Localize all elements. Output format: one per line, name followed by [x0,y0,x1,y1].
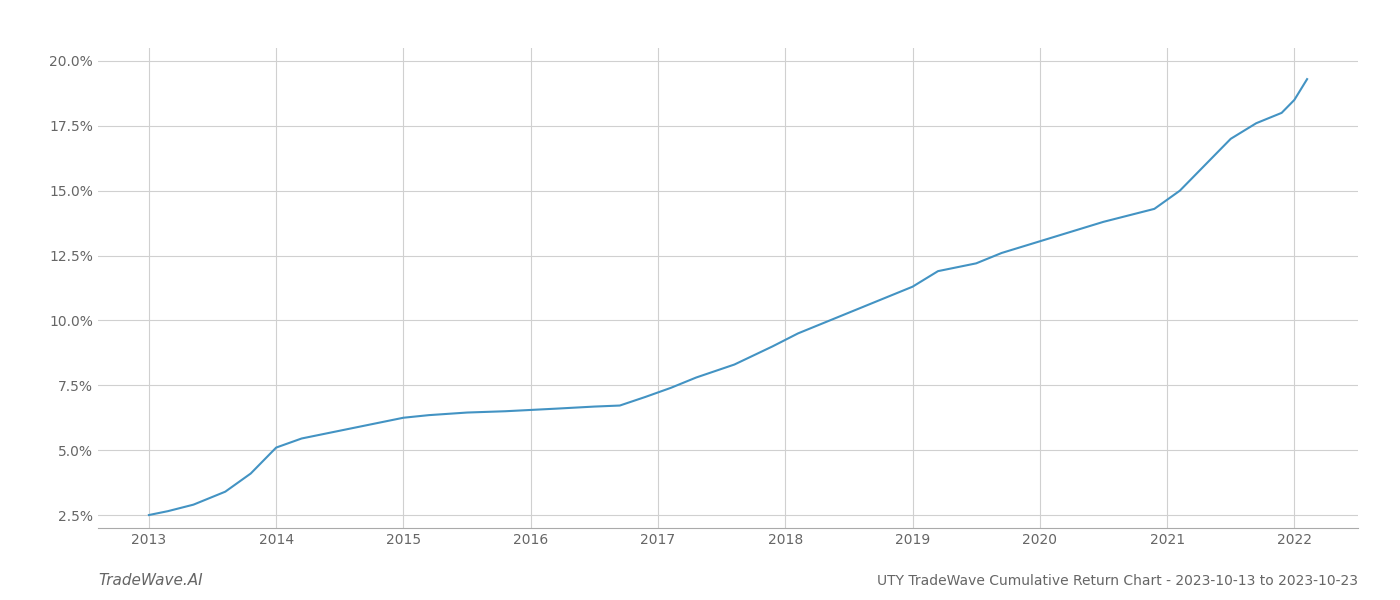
Text: UTY TradeWave Cumulative Return Chart - 2023-10-13 to 2023-10-23: UTY TradeWave Cumulative Return Chart - … [876,574,1358,588]
Text: TradeWave.AI: TradeWave.AI [98,573,203,588]
